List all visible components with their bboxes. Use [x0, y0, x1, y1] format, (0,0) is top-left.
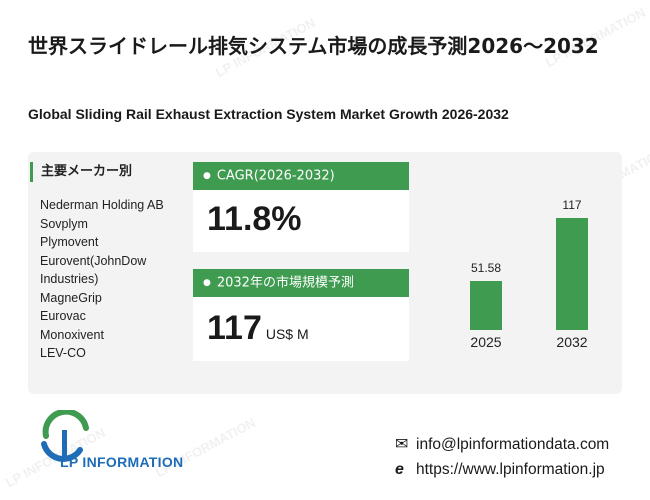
globe-e-icon: e — [395, 461, 404, 478]
page-title: 世界スライドレール排気システム市場の成長予測2026～2032 — [28, 34, 599, 58]
cagr-label: CAGR(2026-2032) — [216, 168, 335, 184]
contact-website[interactable]: e https://www.lpinformation.jp — [395, 461, 605, 479]
maker-item: Plymovent — [40, 235, 99, 249]
maker-item: LEV-CO — [40, 346, 86, 360]
cagr-header: ● CAGR(2026-2032) — [193, 162, 409, 190]
market-value: 117 — [207, 309, 262, 347]
website-text: https://www.lpinformation.jp — [416, 461, 605, 478]
cagr-value: 11.8% — [207, 200, 302, 238]
envelope-icon: ✉ — [395, 436, 409, 453]
bullet-icon: ● — [203, 171, 211, 181]
category-label-2032: 2032 — [556, 334, 588, 350]
data-label-2025: 51.58 — [470, 260, 502, 275]
email-text: info@lpinformationdata.com — [416, 436, 610, 453]
contact-email[interactable]: ✉ info@lpinformationdata.com — [395, 434, 609, 454]
maker-item: Eurovent(JohnDow Industries) — [40, 253, 147, 287]
bullet-icon: ● — [203, 278, 211, 288]
data-label-2032: 117 — [562, 198, 582, 212]
lp-logo-icon — [41, 410, 89, 462]
market-label: 2032年の市場規模予測 — [216, 275, 354, 291]
category-label-2025: 2025 — [470, 334, 502, 350]
market-unit: US$ M — [265, 326, 309, 342]
maker-item: Nederman Holding AB — [40, 198, 164, 212]
cagr-box: 11.8% — [193, 190, 409, 252]
market-header: ● 2032年の市場規模予測 — [193, 269, 409, 297]
watermark: LP INFORMATION — [152, 414, 258, 481]
bar-2025 — [470, 280, 502, 330]
brand-name: LP INFORMATION — [60, 454, 184, 470]
page-subtitle: Global Sliding Rail Exhaust Extraction S… — [28, 106, 509, 122]
makers-heading: 主要メーカー別 — [30, 162, 132, 182]
maker-item: MagneGrip — [40, 290, 102, 305]
bar-2032 — [556, 218, 588, 330]
maker-list: Nederman Holding AB Sovplym Plymovent Eu… — [40, 196, 190, 363]
maker-item: Monoxivent — [40, 327, 104, 342]
maker-item: Sovplym — [40, 216, 88, 231]
maker-item: Eurovac — [40, 309, 86, 323]
market-box: 117 US$ M — [193, 297, 409, 361]
